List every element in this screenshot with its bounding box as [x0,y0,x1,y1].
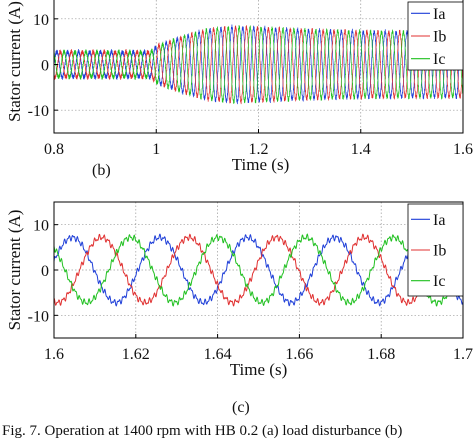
x-tick-label: 1 [152,141,160,158]
x-tick-label: 0.8 [44,141,64,158]
legend: Ia Ib Ic [407,203,464,297]
y-tick-label: -10 [28,308,49,325]
series-ia-line [54,24,463,105]
x-tick-label: 1.4 [351,141,371,158]
x-tick-label: 1.66 [285,346,313,363]
legend-label-ib: Ib [433,243,446,260]
legend-label-ib: Ib [433,29,446,46]
x-tick-label: 1.2 [249,141,269,158]
legend-label-ic: Ic [433,273,445,290]
legend-label-ia: Ia [433,212,445,229]
y-axis-label: Stator current (A) [5,1,24,122]
series-ia-line [54,233,463,307]
figure-caption: Fig. 7. Operation at 1400 rpm with HB 0.… [2,423,403,439]
panel-label: (c) [232,399,250,416]
y-tick-label: 10 [33,12,49,29]
y-tick-label: -10 [28,103,49,120]
y-tick-label: 0 [41,263,49,280]
x-tick-label: 1.7 [453,346,473,363]
legend: Ia Ib Ic [407,1,464,71]
series-ic-line [54,25,463,104]
x-axis-label: Time (s) [230,360,287,379]
series-ib-line [54,233,463,307]
x-tick-label: 1.68 [367,346,395,363]
legend-label-ic: Ic [433,51,445,68]
panel-label: (b) [92,162,111,179]
x-axis-label: Time (s) [232,155,289,174]
panel-b: 0.8 1 1.2 1.4 1.6 -10 0 10 Time (s) Stator curren… [5,0,473,174]
panel-c: 1.6 1.62 1.64 1.66 1.68 1.7 -10 0 10 Time (s) Stat… [5,201,473,379]
x-tick-label: 1.6 [44,346,64,363]
x-tick-label: 1.6 [453,141,473,158]
x-tick-label: 1.62 [122,346,150,363]
legend-label-ia: Ia [433,6,445,23]
y-tick-label: 0 [41,58,49,75]
y-tick-label: 10 [33,218,49,235]
series-ic-line [54,233,463,307]
y-axis-label: Stator current (A) [5,210,24,331]
x-tick-label: 1.64 [204,346,232,363]
